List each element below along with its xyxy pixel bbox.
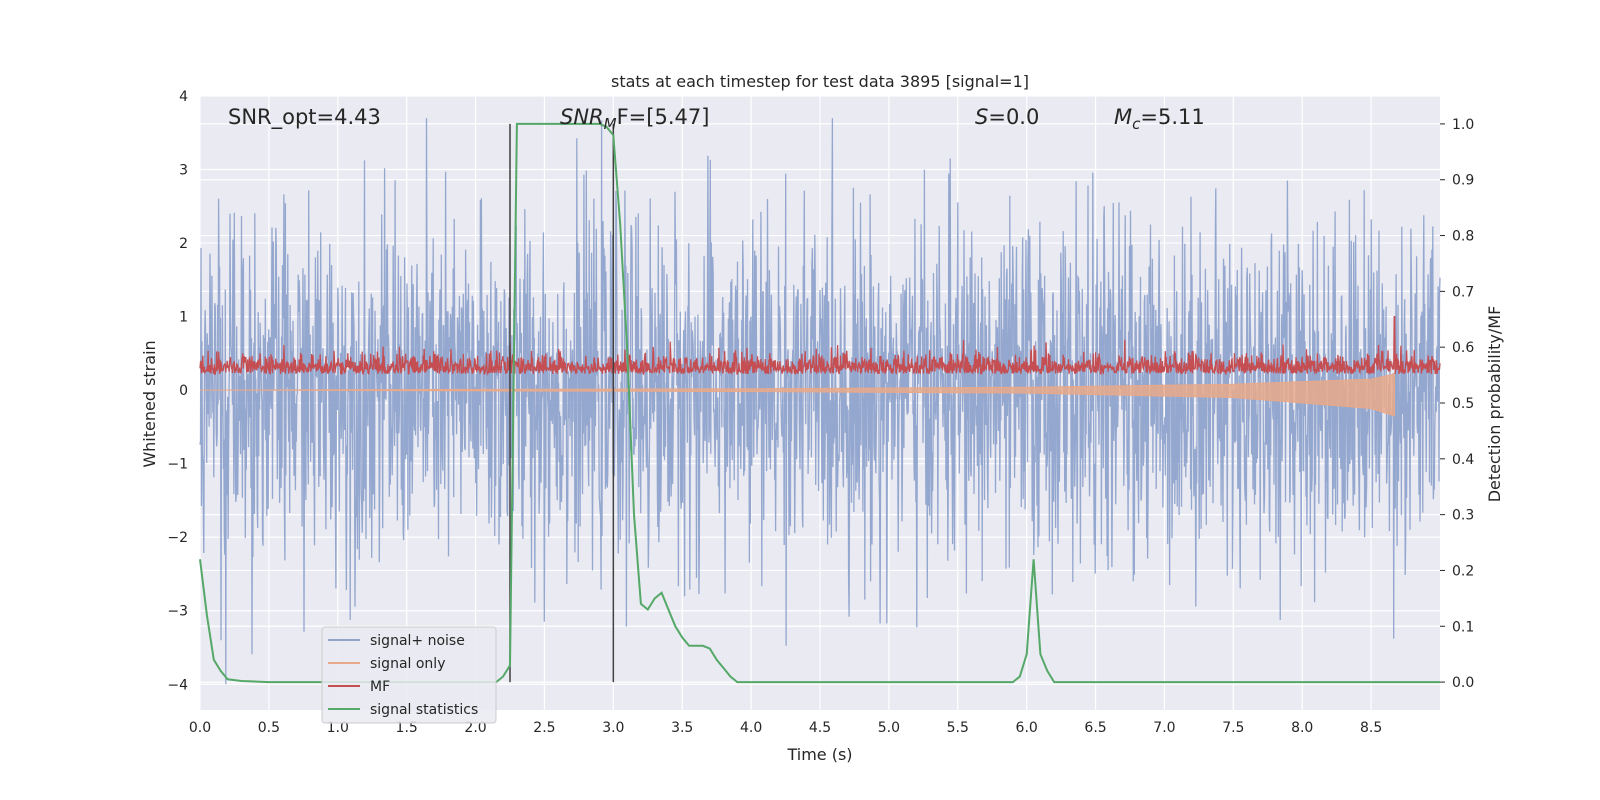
snr-opt-annotation: SNR_opt=4.43 bbox=[228, 105, 381, 130]
x-tick-label: 7.0 bbox=[1153, 720, 1175, 736]
legend-label-noise: signal+ noise bbox=[370, 633, 465, 649]
y-right-tick-labels: 1.0 0.9 0.8 0.7 0.6 0.5 0.4 0.3 0.2 0.1 0.0 bbox=[1440, 117, 1474, 691]
y-tick-label: −2 bbox=[167, 530, 188, 546]
x-tick-label: 8.0 bbox=[1291, 720, 1313, 736]
legend: signal+ noise signal only MF signal stat… bbox=[321, 626, 497, 724]
y-tick-label: −1 bbox=[167, 457, 188, 473]
y-right-tick-label: 0.4 bbox=[1452, 452, 1474, 468]
y-right-tick-label: 1.0 bbox=[1452, 117, 1474, 133]
y-tick-label: 3 bbox=[179, 163, 188, 179]
signal-only-band bbox=[199, 373, 1395, 417]
mf-series bbox=[199, 315, 1441, 376]
x-tick-label: 3.5 bbox=[671, 720, 693, 736]
x-tick-label: 2.0 bbox=[464, 720, 486, 736]
y-right-tick-label: 0.9 bbox=[1452, 173, 1474, 189]
x-tick-label: 4.0 bbox=[740, 720, 762, 736]
y-axis-label: Whitened strain bbox=[140, 340, 159, 467]
legend-label-signal: signal only bbox=[370, 656, 445, 672]
x-axis-label: Time (s) bbox=[786, 745, 852, 764]
x-tick-label: 8.5 bbox=[1360, 720, 1382, 736]
legend-label-stats: signal statistics bbox=[370, 702, 478, 718]
noise-series bbox=[199, 118, 1441, 685]
mf-line bbox=[199, 315, 1441, 376]
mc-annotation: Mc=5.11 bbox=[1114, 105, 1205, 133]
x-tick-label: 1.0 bbox=[327, 720, 349, 736]
y-right-tick-label: 0.1 bbox=[1452, 619, 1474, 635]
s-annotation: S=0.0 bbox=[975, 105, 1039, 129]
legend-label-mf: MF bbox=[370, 679, 390, 695]
x-tick-label: 4.5 bbox=[809, 720, 831, 736]
y-right-tick-label: 0.6 bbox=[1452, 340, 1474, 356]
signal-only-series bbox=[199, 373, 1395, 417]
x-tick-label: 6.5 bbox=[1084, 720, 1106, 736]
x-tick-label: 5.5 bbox=[947, 720, 969, 736]
y-right-tick-label: 0.5 bbox=[1452, 396, 1474, 412]
x-tick-label: 2.5 bbox=[533, 720, 555, 736]
chart-title: stats at each timestep for test data 389… bbox=[611, 72, 1029, 91]
x-tick-labels: 0.0 0.5 1.0 1.5 2.0 2.5 3.0 3.5 4.0 4.5 5.0 5.5 6.0 6… bbox=[189, 720, 1382, 736]
x-tick-label: 5.0 bbox=[878, 720, 900, 736]
x-tick-label: 0.0 bbox=[189, 720, 211, 736]
x-tick-label: 3.0 bbox=[602, 720, 624, 736]
y-tick-labels: 4 3 2 1 0 −1 −2 −3 −4 bbox=[167, 89, 188, 693]
y-tick-label: 4 bbox=[179, 89, 188, 105]
snr-mf-annotation: SNRMF=[5.47] bbox=[560, 105, 709, 133]
x-tick-label: 6.0 bbox=[1016, 720, 1038, 736]
y-right-tick-label: 0.0 bbox=[1452, 675, 1474, 691]
y-right-tick-label: 0.3 bbox=[1452, 508, 1474, 524]
y-tick-label: 1 bbox=[179, 310, 188, 326]
y-right-axis-label: Detection probability/MF bbox=[1485, 306, 1504, 503]
x-tick-label: 1.5 bbox=[396, 720, 418, 736]
y-right-tick-label: 0.7 bbox=[1452, 284, 1474, 300]
x-tick-label: 0.5 bbox=[258, 720, 280, 736]
y-right-tick-label: 0.8 bbox=[1452, 229, 1474, 245]
x-tick-label: 7.5 bbox=[1222, 720, 1244, 736]
legend-box bbox=[321, 626, 497, 724]
noise-line bbox=[199, 118, 1441, 685]
y-tick-label: 0 bbox=[179, 383, 188, 399]
y-tick-label: 2 bbox=[179, 236, 188, 252]
y-right-tick-label: 0.2 bbox=[1452, 563, 1474, 579]
y-tick-label: −4 bbox=[167, 677, 188, 693]
y-tick-label: −3 bbox=[167, 604, 188, 620]
